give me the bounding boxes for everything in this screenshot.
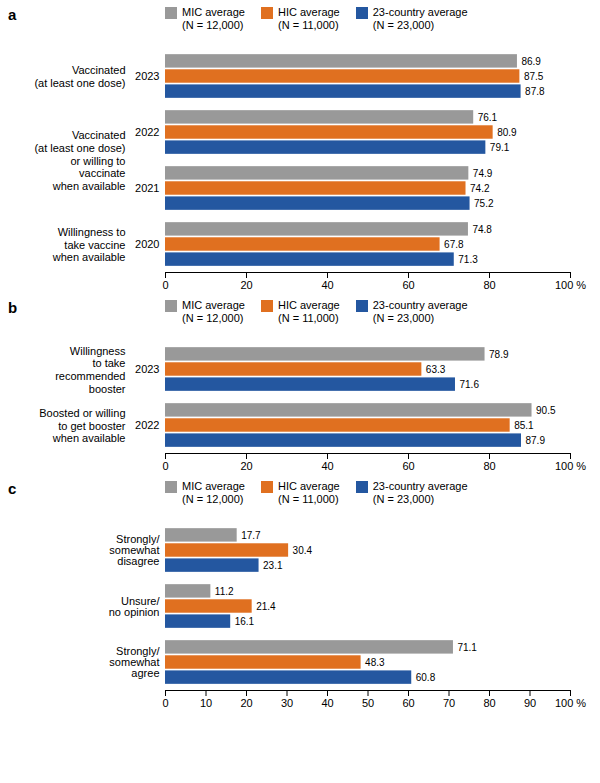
svg-text:74.2: 74.2 [470,183,490,194]
html-text:c: c [8,480,17,497]
html-text:23-country average (N = 23,000: 23-country average (N = 23,000) [372,299,468,324]
svg-text:20: 20 [240,460,252,472]
svg-text:76.1: 76.1 [478,112,498,123]
html-text:a: a [8,6,17,23]
svg-text:60: 60 [402,460,414,472]
svg-text:40: 40 [321,460,333,472]
svg-text:60: 60 [402,697,414,709]
html-text:HIC average (N = 11,000): HIC average (N = 11,000) [278,480,340,505]
svg-text:60: 60 [402,279,414,291]
svg-text:2023: 2023 [135,70,159,82]
svg-text:Strongly/somewhatagree: Strongly/somewhatagree [109,645,160,679]
svg-text:71.3: 71.3 [458,254,478,265]
svg-text:23.1: 23.1 [263,560,283,571]
svg-text:2023: 2023 [135,363,159,375]
svg-text:87.8: 87.8 [525,86,545,97]
svg-text:74.9: 74.9 [473,168,493,179]
svg-text:11.2: 11.2 [215,586,234,597]
svg-text:63.3: 63.3 [426,364,446,375]
svg-text:87.5: 87.5 [524,71,544,82]
svg-text:30.4: 30.4 [293,545,313,556]
svg-text:70: 70 [443,697,455,709]
svg-text:80: 80 [483,697,495,709]
svg-text:75.2: 75.2 [474,198,494,209]
svg-text:79.1: 79.1 [490,142,510,153]
svg-text:90: 90 [524,697,536,709]
svg-text:0: 0 [162,460,168,472]
svg-text:87.9: 87.9 [525,435,545,446]
svg-text:100 %: 100 % [555,460,586,472]
html-text:HIC average (N = 11,000): HIC average (N = 11,000) [278,6,340,31]
svg-text:2020: 2020 [135,238,159,250]
svg-text:21.4: 21.4 [256,601,276,612]
svg-text:0: 0 [162,279,168,291]
svg-text:80: 80 [483,279,495,291]
html-text:23-country average (N = 23,000: 23-country average (N = 23,000) [372,480,468,505]
svg-text:71.6: 71.6 [459,379,479,390]
svg-text:67.8: 67.8 [444,239,464,250]
svg-text:2022: 2022 [135,419,159,431]
svg-text:80: 80 [483,460,495,472]
svg-text:10: 10 [200,697,212,709]
svg-text:74.8: 74.8 [472,224,492,235]
svg-text:20: 20 [240,279,252,291]
svg-text:100 %: 100 % [555,697,586,709]
svg-text:20: 20 [240,697,252,709]
svg-text:40: 40 [321,697,333,709]
html-text:b: b [8,299,18,316]
svg-text:85.1: 85.1 [514,420,534,431]
html-text:MIC average (N = 12,000): MIC average (N = 12,000) [182,6,245,31]
svg-text:2021: 2021 [135,182,159,194]
svg-text:Unsure/no opinion: Unsure/no opinion [109,595,161,618]
svg-text:90.5: 90.5 [536,405,556,416]
svg-text:2022: 2022 [135,126,159,138]
html-text:23-country average (N = 23,000: 23-country average (N = 23,000) [372,6,468,31]
html-text:HIC average (N = 11,000): HIC average (N = 11,000) [278,299,340,324]
svg-text:48.3: 48.3 [365,657,385,668]
svg-text:86.9: 86.9 [521,56,541,67]
svg-text:Boosted or willingto get boost: Boosted or willingto get boosterwhen ava… [39,407,126,444]
svg-text:50: 50 [362,697,374,709]
html-text:MIC average (N = 12,000): MIC average (N = 12,000) [182,480,245,505]
svg-text:Willingnessto takerecommendedb: Willingnessto takerecommendedbooster [55,345,126,395]
svg-text:Vaccinated(at least one dose): Vaccinated(at least one dose) [34,64,125,89]
svg-text:Vaccinated(at least one dose)o: Vaccinated(at least one dose)or willing … [34,129,125,192]
svg-text:60.8: 60.8 [416,672,436,683]
html-text:MIC average (N = 12,000): MIC average (N = 12,000) [182,299,245,324]
svg-text:16.1: 16.1 [235,616,255,627]
svg-text:Willingness totake vaccinewhen: Willingness totake vaccinewhen available [52,226,126,263]
svg-text:80.9: 80.9 [497,127,517,138]
svg-text:40: 40 [321,279,333,291]
svg-text:0: 0 [162,697,168,709]
svg-text:Strongly/somewhatdisagree: Strongly/somewhatdisagree [109,533,160,567]
svg-text:78.9: 78.9 [489,349,509,360]
svg-text:30: 30 [281,697,293,709]
svg-text:17.7: 17.7 [241,530,261,541]
svg-text:71.1: 71.1 [457,642,477,653]
svg-text:100 %: 100 % [555,279,586,291]
